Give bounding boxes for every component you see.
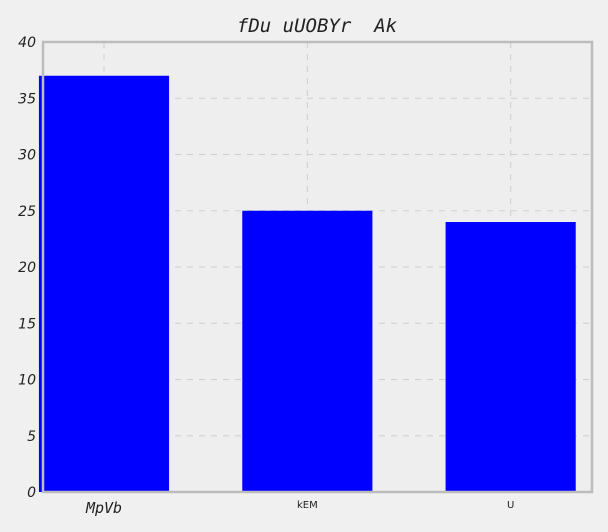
y-tick-label: 30 — [18, 148, 36, 164]
x-tick-label: kEM — [297, 500, 318, 511]
y-tick-label: 20 — [18, 260, 36, 276]
bar-mpvb — [38, 75, 170, 492]
bar-kem — [242, 210, 373, 492]
bar-u — [445, 222, 576, 492]
plot-frame — [41, 40, 594, 494]
y-tick-label: 40 — [18, 35, 36, 51]
x-axis-ticks: MpVb kEM U — [85, 499, 514, 517]
y-tick-label: 35 — [18, 91, 36, 107]
y-tick-label: 0 — [27, 485, 36, 501]
y-tick-label: 25 — [18, 204, 36, 220]
y-axis-ticks: 0 5 10 15 20 25 30 35 40 — [18, 35, 36, 501]
y-tick-label: 15 — [18, 316, 36, 332]
y-tick-label: 10 — [18, 373, 36, 389]
chart-title: fDu uUOBYr Ak — [237, 15, 398, 37]
bars — [38, 75, 576, 492]
x-tick-label: U — [507, 500, 514, 511]
x-tick-label: MpVb — [85, 499, 122, 517]
y-tick-label: 5 — [27, 429, 36, 445]
